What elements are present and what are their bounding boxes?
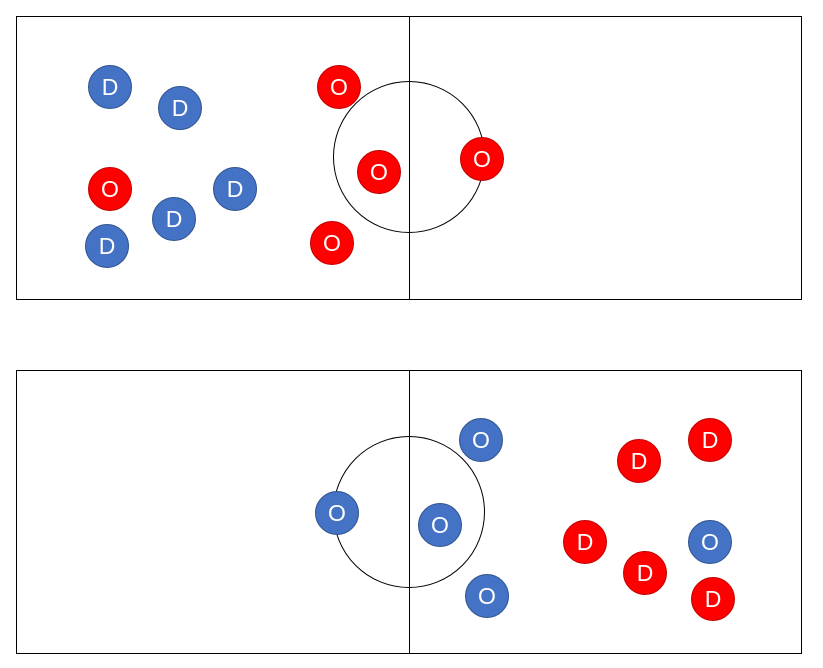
red-player-d: D (688, 418, 732, 462)
blue-player-o: O (315, 491, 359, 535)
red-player-d: D (617, 439, 661, 483)
blue-player-d: D (152, 197, 196, 241)
blue-player-o: O (418, 503, 462, 547)
red-player-o: O (310, 221, 354, 265)
blue-player-o: O (459, 418, 503, 462)
bottom-field-diagram: O O O O D D D D O D (16, 370, 802, 654)
red-player-o: O (88, 167, 132, 211)
red-player-d: D (691, 577, 735, 621)
red-player-o: O (357, 150, 401, 194)
top-field-diagram: D D O D D D O O O O (16, 16, 802, 300)
red-player-o: O (460, 137, 504, 181)
red-player-o: O (317, 65, 361, 109)
blue-player-d: D (88, 65, 132, 109)
blue-player-o: O (465, 574, 509, 618)
red-player-d: D (563, 520, 607, 564)
blue-player-d: D (213, 167, 257, 211)
red-player-d: D (623, 551, 667, 595)
blue-player-d: D (158, 86, 202, 130)
blue-player-o: O (688, 520, 732, 564)
blue-player-d: D (85, 224, 129, 268)
